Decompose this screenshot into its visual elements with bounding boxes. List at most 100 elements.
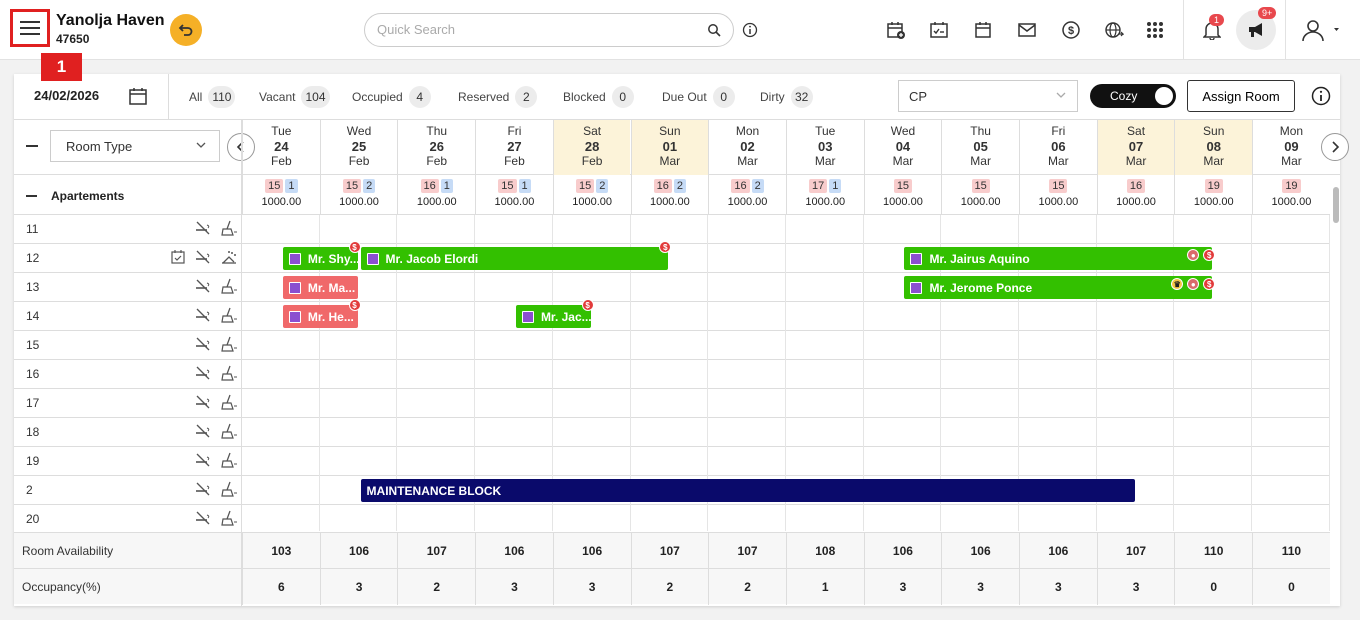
rate-cell[interactable]: 15 1 1000.00 (475, 175, 553, 215)
search-info-icon[interactable] (742, 22, 758, 43)
scrollbar-thumb[interactable] (1333, 187, 1339, 223)
room-number[interactable]: 14 (26, 309, 40, 323)
maintenance-block[interactable]: MAINTENANCE BLOCK (360, 479, 1135, 502)
status-filter-occupied[interactable]: Occupied 4 (352, 86, 431, 108)
clean-broom-icon[interactable] (220, 452, 238, 473)
date-column-header[interactable]: Tue 24 Feb (242, 120, 320, 175)
status-filter-all[interactable]: All 110 (189, 86, 236, 108)
undo-back-button[interactable] (170, 14, 202, 46)
collapse-group-icon[interactable] (26, 195, 37, 197)
room-number[interactable]: 18 (26, 425, 40, 439)
payment-due-icon[interactable]: $ (348, 241, 361, 253)
no-smoking-icon[interactable] (194, 452, 212, 473)
rate-plan-select[interactable]: CP (898, 80, 1078, 112)
rate-cell[interactable]: 19 1000.00 (1252, 175, 1330, 215)
date-column-header[interactable]: Thu 05 Mar (941, 120, 1019, 175)
room-number[interactable]: 20 (26, 512, 40, 526)
room-number[interactable]: 16 (26, 367, 40, 381)
date-column-header[interactable]: Tue 03 Mar (785, 120, 864, 175)
no-smoking-icon[interactable] (194, 220, 212, 241)
room-number[interactable]: 15 (26, 338, 40, 352)
dirty-room-icon[interactable] (220, 249, 238, 270)
status-filter-blocked[interactable]: Blocked 0 (563, 86, 634, 108)
room-number[interactable]: 19 (26, 454, 40, 468)
status-filter-reserved[interactable]: Reserved 2 (458, 86, 538, 108)
date-column-header[interactable]: Sun 08 Mar (1174, 120, 1253, 175)
date-column-header[interactable]: Sun 01 Mar (630, 120, 709, 175)
no-smoking-icon[interactable] (194, 394, 212, 415)
apps-grid-icon[interactable] (1143, 18, 1167, 42)
room-number[interactable]: 12 (26, 251, 40, 265)
no-smoking-icon[interactable] (194, 510, 212, 531)
rate-cell[interactable]: 16 2 1000.00 (708, 175, 786, 215)
globe-icon[interactable] (1102, 18, 1126, 42)
new-reservation-icon[interactable] (884, 18, 908, 42)
status-filter-due-out[interactable]: Due Out 0 (662, 86, 735, 108)
date-column-header[interactable]: Thu 26 Feb (397, 120, 475, 175)
rate-cell[interactable]: 15 1000.00 (863, 175, 942, 215)
clean-broom-icon[interactable] (220, 365, 238, 386)
date-column-header[interactable]: Mon 09 Mar (1252, 120, 1330, 175)
payment-due-icon[interactable]: $ (1203, 278, 1216, 290)
clean-broom-icon[interactable] (220, 220, 238, 241)
no-smoking-icon[interactable] (194, 249, 212, 270)
status-filter-vacant[interactable]: Vacant 104 (259, 86, 330, 108)
room-number[interactable]: 2 (26, 483, 33, 497)
date-column-header[interactable]: Fri 27 Feb (475, 120, 553, 175)
no-smoking-icon[interactable] (194, 278, 212, 299)
mail-icon[interactable] (1015, 18, 1039, 42)
room-number[interactable]: 11 (26, 222, 39, 236)
clean-broom-icon[interactable] (220, 278, 238, 299)
date-picker-icon[interactable] (128, 86, 148, 111)
rate-cell[interactable]: 15 1 1000.00 (242, 175, 320, 215)
cozy-view-toggle[interactable]: Cozy (1090, 84, 1176, 108)
rate-cell[interactable]: 15 2 1000.00 (552, 175, 631, 215)
clean-broom-icon[interactable] (220, 510, 238, 531)
checklist-calendar-icon[interactable] (927, 18, 951, 42)
reservation-bar[interactable]: Mr. Jairus Aquino $ ● (904, 247, 1216, 270)
calendar-icon[interactable] (971, 18, 995, 42)
status-filter-dirty[interactable]: Dirty 32 (760, 86, 813, 108)
reservation-bar[interactable]: Mr. Jac... $ (515, 299, 594, 328)
group-guests-icon[interactable]: ● (1187, 249, 1200, 261)
quick-search-box[interactable] (364, 13, 734, 47)
room-number[interactable]: 13 (26, 280, 40, 294)
payment-due-icon[interactable]: $ (1203, 249, 1216, 261)
clean-broom-icon[interactable] (220, 394, 238, 415)
room-type-select[interactable]: Room Type (50, 130, 220, 162)
checked-calendar-icon[interactable] (170, 249, 186, 270)
no-smoking-icon[interactable] (194, 423, 212, 444)
reservation-bar[interactable]: Mr. Ma... (282, 276, 358, 299)
info-icon[interactable] (1311, 86, 1331, 111)
date-column-header[interactable]: Mon 02 Mar (708, 120, 786, 175)
dollar-icon[interactable]: $ (1059, 18, 1083, 42)
vip-crown-icon[interactable]: ♛ (1171, 278, 1184, 290)
date-column-header[interactable]: Wed 04 Mar (863, 120, 942, 175)
date-column-header[interactable]: Fri 06 Mar (1019, 120, 1097, 175)
search-icon[interactable] (707, 23, 721, 42)
collapse-all-icon[interactable] (26, 145, 38, 147)
date-column-header[interactable]: Sat 28 Feb (552, 120, 631, 175)
clean-broom-icon[interactable] (220, 481, 238, 502)
no-smoking-icon[interactable] (194, 336, 212, 357)
no-smoking-icon[interactable] (194, 481, 212, 502)
reservation-bar[interactable]: Mr. He... $ (282, 299, 361, 328)
quick-search-input[interactable] (377, 22, 697, 37)
reservation-bar[interactable]: Mr. Jerome Ponce $ ● ♛ (904, 276, 1216, 299)
payment-due-icon[interactable]: $ (348, 299, 361, 311)
rate-cell[interactable]: 15 1000.00 (941, 175, 1019, 215)
rate-cell[interactable]: 16 1 1000.00 (397, 175, 475, 215)
room-group-header[interactable]: Apartements (26, 189, 124, 203)
clean-broom-icon[interactable] (220, 423, 238, 444)
rate-cell[interactable]: 15 1000.00 (1019, 175, 1097, 215)
rate-cell[interactable]: 17 1 1000.00 (785, 175, 864, 215)
selected-date[interactable]: 24/02/2026 (34, 88, 100, 103)
user-menu-button[interactable] (1299, 18, 1343, 42)
room-number[interactable]: 17 (26, 396, 40, 410)
hamburger-menu-button[interactable] (10, 9, 50, 47)
vertical-scrollbar[interactable] (1332, 175, 1340, 531)
payment-due-icon[interactable]: $ (659, 241, 672, 253)
date-column-header[interactable]: Wed 25 Feb (319, 120, 398, 175)
rate-cell[interactable]: 15 2 1000.00 (319, 175, 398, 215)
group-guests-icon[interactable]: ● (1187, 278, 1200, 290)
